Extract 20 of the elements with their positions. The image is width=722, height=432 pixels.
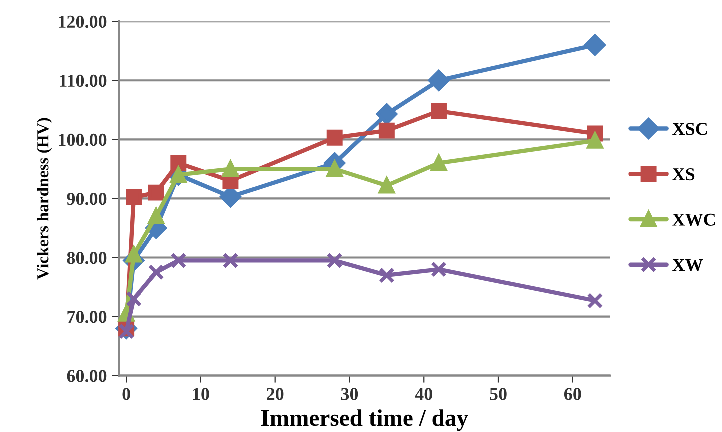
y-tick-label: 70.00	[68, 311, 107, 324]
y-tick-label: 80.00	[67, 252, 107, 264]
y-tick-label: 110.00	[60, 74, 107, 88]
x-tick-label: 60	[564, 388, 582, 400]
x-axis-title: Immersed time / day	[261, 410, 468, 432]
legend-label: XWC	[672, 214, 716, 226]
y-tick-label: 120.00	[59, 16, 107, 28]
x-tick-label: 10	[193, 388, 210, 400]
legend-label: XS	[672, 168, 695, 181]
x-tick-label: 40	[415, 388, 432, 400]
x-tick-label: 0	[122, 388, 130, 400]
legend-label: XW	[672, 259, 704, 272]
x-tick-label: 30	[341, 388, 358, 400]
y-tick-label: 60.00	[67, 370, 107, 382]
x-tick-label: 50	[490, 388, 507, 400]
x-tick-label: 20	[267, 388, 284, 400]
y-axis-title: Vickers hardness (HV)	[37, 118, 52, 280]
y-tick-label: 100.00	[59, 134, 107, 146]
y-tick-label: 90.00	[67, 192, 107, 206]
legend-label: XSC	[672, 123, 708, 136]
